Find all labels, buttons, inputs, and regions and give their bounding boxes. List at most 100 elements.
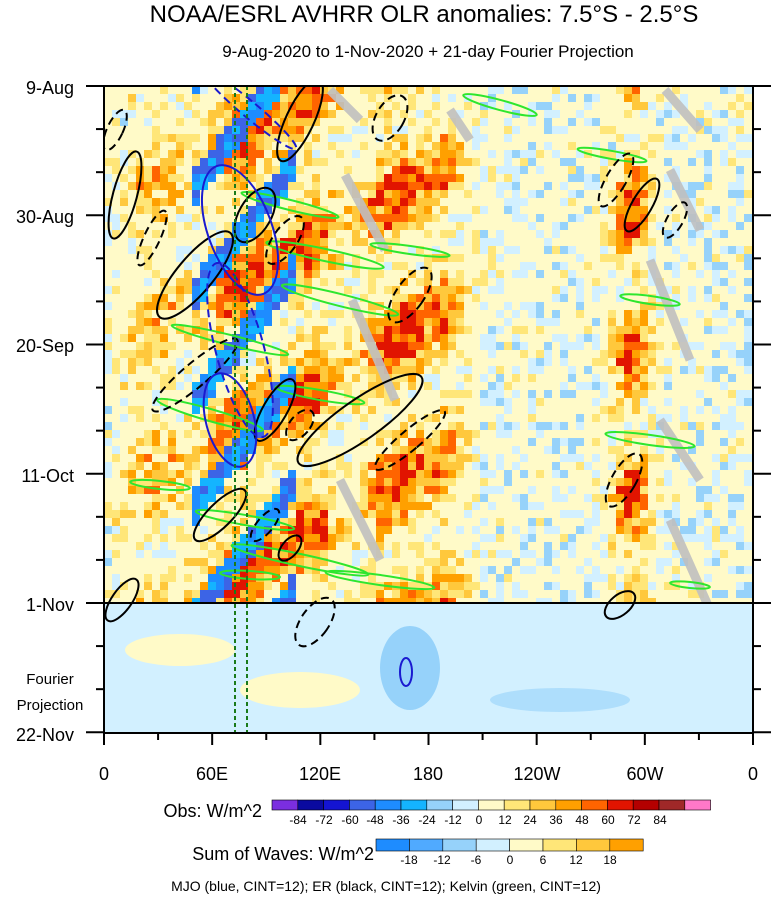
obs-anomaly-cell [584,582,592,590]
obs-anomaly-cell [256,326,264,334]
obs-anomaly-cell [552,422,560,430]
obs-anomaly-cell [296,302,304,310]
obs-anomaly-cell [248,174,256,182]
obs-anomaly-cell [704,102,712,110]
obs-anomaly-cell [632,286,640,294]
obs-anomaly-cell [272,174,280,182]
obs-anomaly-cell [168,518,176,526]
obs-anomaly-cell [464,470,472,478]
obs-anomaly-cell [408,94,416,102]
obs-anomaly-cell [256,526,264,534]
obs-anomaly-cell [640,86,648,94]
obs-anomaly-cell [744,326,752,334]
obs-anomaly-cell [648,182,656,190]
obs-anomaly-cell [472,502,480,510]
obs-anomaly-cell [264,558,272,566]
obs-anomaly-cell [432,422,440,430]
obs-anomaly-cell [432,462,440,470]
obs-anomaly-cell [552,142,560,150]
obs-anomaly-cell [280,574,288,582]
obs-anomaly-cell [376,326,384,334]
obs-anomaly-cell [152,478,160,486]
obs-anomaly-cell [344,510,352,518]
obs-anomaly-cell [504,558,512,566]
obs-anomaly-cell [256,270,264,278]
obs-anomaly-cell [264,446,272,454]
obs-anomaly-cell [168,262,176,270]
obs-anomaly-cell [248,566,256,574]
obs-anomaly-cell [720,158,728,166]
obs-anomaly-cell [712,350,720,358]
obs-anomaly-cell [232,318,240,326]
obs-anomaly-cell [512,118,520,126]
er-contour [604,452,644,508]
obs-anomaly-cell [720,534,728,542]
obs-colorbar-ticks: -84 -72 -60 -48 -36 -24 -12 0 12 24 36 4… [289,813,667,827]
obs-anomaly-cell [248,310,256,318]
obs-anomaly-cell [472,406,480,414]
obs-anomaly-cell [240,142,248,150]
obs-anomaly-cell [232,366,240,374]
obs-anomaly-cell [528,286,536,294]
obs-anomaly-cell [416,478,424,486]
obs-anomaly-cell [392,214,400,222]
obs-anomaly-cell [496,222,504,230]
obs-anomaly-cell [512,590,520,598]
obs-anomaly-cell [336,222,344,230]
obs-anomaly-cell [328,350,336,358]
obs-anomaly-cell [144,174,152,182]
obs-anomaly-cell [592,366,600,374]
obs-anomaly-cell [672,542,680,550]
obs-anomaly-cell [376,382,384,390]
obs-anomaly-cell [632,262,640,270]
obs-anomaly-cell [568,222,576,230]
obs-anomaly-cell [536,198,544,206]
obs-anomaly-cell [136,238,144,246]
obs-anomaly-cell [136,350,144,358]
obs-anomaly-cell [104,374,112,382]
obs-anomaly-cell [120,382,128,390]
obs-anomaly-cell [544,246,552,254]
obs-anomaly-cell [224,582,232,590]
obs-anomaly-cell [416,454,424,462]
obs-anomaly-cell [416,406,424,414]
obs-anomaly-cell [128,390,136,398]
obs-anomaly-cell [592,86,600,94]
obs-anomaly-cell [296,494,304,502]
obs-anomaly-cell [168,494,176,502]
er-contour [603,590,637,620]
obs-anomaly-cell [512,246,520,254]
obs-anomaly-cell [336,110,344,118]
obs-anomaly-cell [440,390,448,398]
obs-anomaly-cell [120,390,128,398]
obs-anomaly-cell [248,126,256,134]
obs-anomaly-cell [224,166,232,174]
obs-anomaly-cell [480,334,488,342]
obs-anomaly-cell [136,118,144,126]
obs-anomaly-cell [536,142,544,150]
obs-anomaly-cell [680,318,688,326]
obs-anomaly-cell [176,566,184,574]
obs-anomaly-cell [520,302,528,310]
obs-anomaly-cell [608,558,616,566]
obs-anomaly-cell [680,286,688,294]
obs-anomaly-cell [600,502,608,510]
obs-anomaly-cell [424,246,432,254]
obs-anomaly-cell [400,430,408,438]
obs-anomaly-cell [296,422,304,430]
obs-anomaly-cell [224,286,232,294]
obs-anomaly-cell [472,278,480,286]
obs-anomaly-cell [448,230,456,238]
obs-anomaly-cell [168,174,176,182]
obs-anomaly-cell [128,310,136,318]
obs-anomaly-cell [224,486,232,494]
obs-anomaly-cell [696,150,704,158]
obs-anomaly-cell [448,302,456,310]
obs-anomaly-cell [440,182,448,190]
obs-anomaly-cell [152,238,160,246]
obs-anomaly-cell [576,374,584,382]
obs-anomaly-cell [224,110,232,118]
obs-anomaly-cell [448,158,456,166]
obs-anomaly-cell [384,318,392,326]
obs-anomaly-cell [680,118,688,126]
